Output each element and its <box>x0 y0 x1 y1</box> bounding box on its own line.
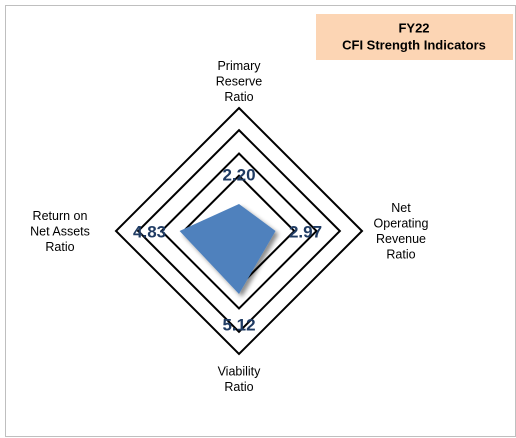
chart-title: FY22 <box>398 20 429 35</box>
axis-label: Primary <box>217 59 261 73</box>
axis-label: Ratio <box>386 248 415 262</box>
grid-ring <box>114 106 364 356</box>
axis-label: Reserve <box>216 74 263 88</box>
data-label: 2.20 <box>222 165 255 184</box>
axis-label: Viability <box>218 365 262 379</box>
data-area <box>179 203 276 294</box>
data-label: 4.83 <box>133 222 166 241</box>
grid-ring <box>136 128 342 334</box>
axis-label: Ratio <box>224 380 253 394</box>
grid-ring <box>160 152 318 310</box>
axis-label: Revenue <box>376 232 426 246</box>
axis-label: Net Assets <box>30 224 90 238</box>
axis-label: Net <box>391 201 411 215</box>
data-label: 5.12 <box>222 315 255 334</box>
axis-label: Return on <box>33 209 88 223</box>
axis-label: Ratio <box>45 240 74 254</box>
title-box <box>316 14 513 60</box>
data-label: 2.97 <box>289 222 322 241</box>
axis-label: Operating <box>374 217 429 231</box>
chart-subtitle: CFI Strength Indicators <box>342 37 486 52</box>
axis-label: Ratio <box>224 90 253 104</box>
